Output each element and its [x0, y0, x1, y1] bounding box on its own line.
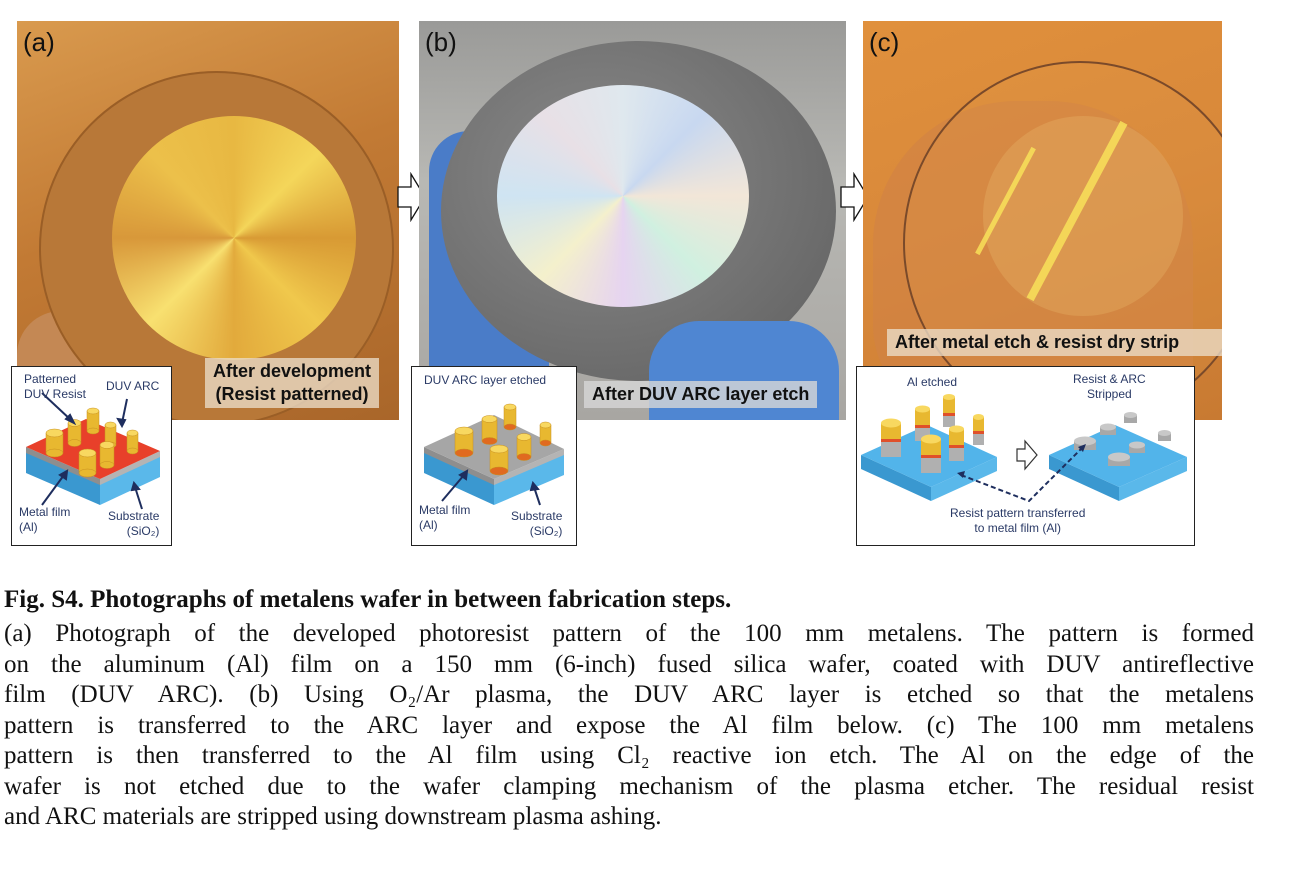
photo-panel-c: (c) After metal etch & resist dry strip — [863, 21, 1222, 420]
label-resist-arc-stripped: Resist & ARC Stripped — [1073, 372, 1146, 401]
label-substrate: Substrate (SiO₂) — [511, 509, 563, 538]
photo-panel-b: (b) After DUV ARC layer etch — [419, 21, 846, 420]
metalens-pattern-image — [497, 85, 749, 307]
step-caption-c: After metal etch & resist dry strip — [887, 329, 1222, 356]
label-arc-layer-etched: DUV ARC layer etched — [424, 373, 547, 387]
step-caption-a: After development (Resist patterned) — [205, 358, 380, 408]
layer-stack-diagram-b — [424, 403, 564, 506]
panel-label-b: (b) — [425, 27, 457, 57]
caption-line: pattern is then transferred to the Al fi… — [4, 742, 1254, 769]
schematic-inset-a: Patterned DUV Resist DUV ARC Metal film … — [11, 366, 172, 546]
caption-line: on the aluminum (Al) film on a 150 mm (6… — [4, 650, 1254, 678]
schematic-inset-b: DUV ARC layer etched Metal film (Al) Sub… — [411, 366, 577, 546]
label-metal-film: Metal film (Al) — [419, 503, 471, 532]
step-caption-a-line2: (Resist patterned) — [215, 384, 369, 404]
label-metal-film: Metal film (Al) — [19, 505, 71, 534]
figure-description: (a) Photograph of the developed photores… — [4, 619, 1254, 833]
schematic-inset-c: Al etched Resist & ARC Stripped Resist p… — [856, 366, 1195, 546]
caption-line: (a) Photograph of the developed photores… — [4, 620, 1254, 647]
figure-title: Fig. S4. Photographs of metalens wafer i… — [4, 586, 732, 613]
label-al-etched: Al etched — [907, 375, 958, 389]
label-duv-arc: DUV ARC — [106, 379, 160, 393]
metalens-pattern-image — [112, 116, 356, 360]
caption-line: pattern is transferred to the ARC layer … — [4, 711, 1254, 739]
etch-strip-diagram-c — [861, 394, 1187, 503]
caption-line: and ARC materials are stripped using dow… — [4, 803, 662, 830]
arrow-right-icon — [1016, 439, 1038, 471]
label-patterned-resist: Patterned DUV Resist — [24, 372, 87, 401]
label-substrate: Substrate (SiO₂) — [108, 509, 160, 538]
caption-line: wafer is not etched due to the wafer cla… — [4, 772, 1254, 800]
step-caption-b: After DUV ARC layer etch — [584, 381, 818, 408]
panel-label-c: (c) — [869, 27, 900, 57]
panel-label-a: (a) — [23, 27, 55, 57]
step-caption-a-line1: After development — [213, 361, 372, 381]
figure-caption: Fig. S4. Photographs of metalens wafer i… — [4, 583, 1254, 833]
caption-line: film (DUV ARC). (b) Using O₂/Ar plasma, … — [4, 681, 1254, 708]
arrow-right-icon — [397, 172, 426, 222]
photo-panel-a: (a) After development (Resist patterned) — [17, 21, 399, 420]
label-resist-pattern-transferred: Resist pattern transferred to metal film… — [950, 506, 1086, 535]
arrow-right-icon — [840, 172, 869, 222]
metalens-pattern-image — [983, 116, 1183, 316]
layer-stack-diagram-a — [26, 392, 160, 510]
